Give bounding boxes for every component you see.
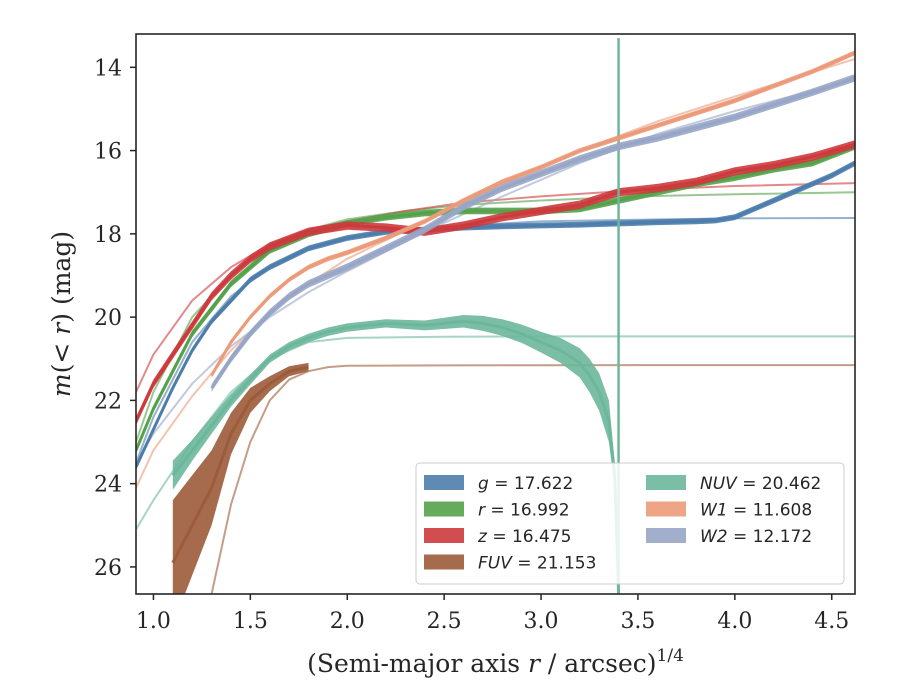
legend-label-var: NUV [700,474,738,494]
legend-label-value: = 21.153 [512,554,597,574]
x-axis: 1.0 1.5 2.0 2.5 3.0 3.5 4.0 4.5 [136,594,849,634]
legend-label-var: W1 [700,501,728,521]
legend-label: FUV = 21.153 [478,554,596,574]
y-tick-label: 26 [94,556,122,581]
legend-label-var: r [478,501,486,521]
legend-label-value: = 16.475 [487,527,572,547]
legend-label-var: FUV [478,554,513,574]
legend-label-value: = 20.462 [737,474,822,494]
y-tick-label: 24 [94,473,122,498]
legend-label-value: = 17.622 [489,474,574,494]
y-axis-title-part: (< [47,335,76,374]
legend-label-value: = 16.992 [485,501,570,521]
legend-label-var: W2 [700,527,728,547]
model-curve-3 [210,364,855,594]
x-axis-title-part: / arcsec) [540,649,657,678]
x-tick-label: 2.0 [330,609,365,634]
x-tick-label: 3.5 [620,609,655,634]
y-tick-label: 14 [94,56,122,81]
legend-label-var: z [477,527,488,547]
legend-label-var: g [478,474,489,494]
y-axis-title: m(< r) (mag) [47,231,76,397]
legend-label: W1 = 11.608 [700,501,812,521]
x-tick-label: 1.5 [233,609,268,634]
legend-label: W2 = 12.172 [700,527,812,547]
legend-swatch [424,501,464,517]
legend-swatch [646,528,686,543]
y-tick-label: 22 [94,389,122,414]
y-axis-title-var: m [47,373,76,397]
y-tick-label: 20 [94,306,122,331]
y-tick-label: 16 [94,140,122,165]
plot-area [136,38,855,594]
x-tick-label: 3.0 [524,609,559,634]
x-axis-title-part: (Semi-major axis [307,649,528,678]
y-axis: 14 16 18 20 22 24 26 [94,56,136,581]
y-axis-title-part: ) (mag) [47,231,76,323]
legend-label-value: = 11.608 [728,501,813,521]
legend-label: z = 16.475 [477,527,571,547]
x-axis-title: (Semi-major axis r / arcsec)1/4 [307,646,684,678]
x-axis-title-exponent: 1/4 [657,646,684,666]
x-tick-label: 4.5 [814,609,849,634]
series-line-4 [171,319,621,594]
series-line-5 [210,51,855,377]
legend-swatch [424,528,464,543]
model-curve-6 [136,78,855,464]
legend-box [415,462,845,585]
legend-swatch [424,554,464,570]
legend-label: NUV = 20.462 [700,474,821,494]
model-curve-5 [136,58,855,489]
legend-label-value: = 12.172 [728,527,813,547]
series-line-3 [171,365,309,564]
x-axis-title-var: r [528,649,542,678]
y-tick-label: 18 [94,223,122,248]
legend-label: g = 17.622 [478,474,573,494]
x-tick-label: 4.0 [717,609,752,634]
x-tick-label: 2.5 [427,609,462,634]
x-tick-label: 1.0 [136,609,171,634]
y-axis-title-var: r [47,321,76,335]
series-line-6 [210,76,855,389]
legend-swatch [646,501,686,517]
series-band-3 [172,362,309,594]
legend-swatch [646,475,686,490]
legend-label: r = 16.992 [478,501,570,521]
series-line-0 [136,161,855,468]
legend-swatch [424,475,464,490]
plot-frame [135,33,856,595]
